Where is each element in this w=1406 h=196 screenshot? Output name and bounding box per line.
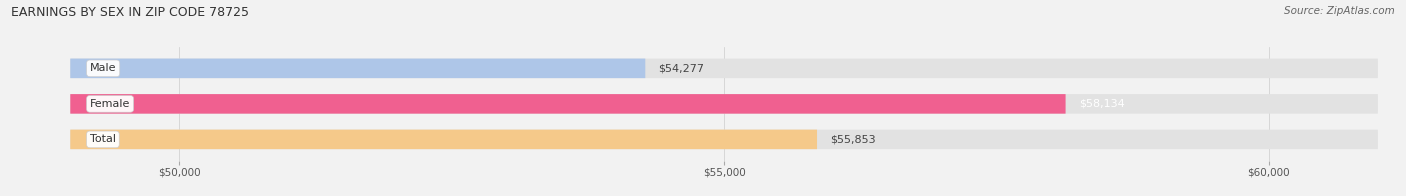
Text: Total: Total <box>90 134 115 144</box>
Text: EARNINGS BY SEX IN ZIP CODE 78725: EARNINGS BY SEX IN ZIP CODE 78725 <box>11 6 249 19</box>
FancyBboxPatch shape <box>70 130 1378 149</box>
Text: Female: Female <box>90 99 131 109</box>
Text: $55,853: $55,853 <box>830 134 876 144</box>
Text: $58,134: $58,134 <box>1078 99 1125 109</box>
FancyBboxPatch shape <box>70 130 817 149</box>
FancyBboxPatch shape <box>70 59 645 78</box>
Text: $54,277: $54,277 <box>658 63 704 73</box>
FancyBboxPatch shape <box>70 59 1378 78</box>
Text: Source: ZipAtlas.com: Source: ZipAtlas.com <box>1284 6 1395 16</box>
FancyBboxPatch shape <box>70 94 1066 114</box>
FancyBboxPatch shape <box>70 94 1378 114</box>
Text: Male: Male <box>90 63 117 73</box>
